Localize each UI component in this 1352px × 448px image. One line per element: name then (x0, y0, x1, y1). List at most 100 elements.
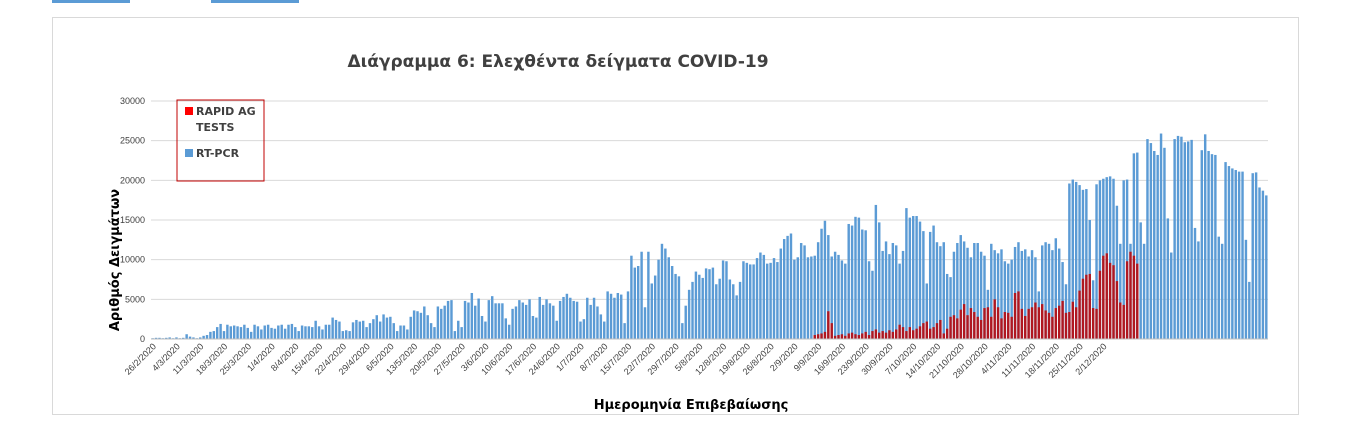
rt-pcr-bar (1020, 250, 1024, 339)
legend-box (176, 99, 265, 182)
rt-pcr-bar (1153, 150, 1156, 339)
rt-pcr-bar (844, 263, 847, 339)
rapid-ag-bar (918, 326, 922, 339)
rt-pcr-bar (548, 303, 552, 339)
rt-pcr-bar (1041, 245, 1044, 339)
rt-pcr-bar (606, 291, 609, 339)
rt-pcr-bar (270, 327, 273, 339)
rapid-ag-bar (1115, 281, 1119, 339)
rt-pcr-bar (545, 299, 548, 339)
rapid-ag-bar (1102, 255, 1105, 339)
rapid-ag-bar (895, 329, 898, 339)
rt-pcr-bar (236, 326, 239, 339)
rt-pcr-bar (613, 297, 616, 339)
rt-pcr-bar (368, 323, 372, 339)
rt-pcr-bar (304, 326, 307, 339)
rapid-ag-bar (840, 334, 844, 339)
rt-pcr-bar (952, 251, 956, 339)
rapid-ag-bar (1047, 312, 1051, 339)
rt-pcr-bar (830, 256, 833, 339)
rt-pcr-bar (915, 216, 918, 339)
rt-pcr-bar (450, 300, 453, 339)
rt-pcr-bar (667, 257, 670, 339)
rt-pcr-bar (779, 248, 783, 339)
rt-pcr-bar (592, 297, 596, 339)
rapid-ag-bar (1061, 300, 1064, 339)
rt-pcr-bar (460, 327, 463, 339)
rt-pcr-bar (399, 325, 402, 339)
legend: RAPID AG TESTS RT-PCR (176, 99, 265, 182)
rapid-ag-bar (1030, 307, 1034, 339)
rt-pcr-bar (1085, 189, 1088, 339)
rt-pcr-bar (891, 243, 895, 339)
rapid-ag-bar (1095, 308, 1098, 339)
rt-pcr-bar (1200, 150, 1204, 339)
top-tab-1[interactable] (52, 0, 130, 3)
rt-pcr-bar (365, 327, 368, 339)
rt-pcr-bar (1139, 222, 1142, 339)
rt-pcr-bar (766, 263, 769, 339)
rt-pcr-bar (881, 250, 884, 339)
rt-pcr-bar (596, 306, 599, 339)
rapid-ag-bar (983, 308, 986, 339)
rt-pcr-bar (962, 241, 966, 339)
rt-pcr-bar (338, 321, 341, 339)
rt-pcr-bar (419, 312, 423, 339)
rt-pcr-bar (586, 297, 589, 339)
rt-pcr-bar (263, 325, 266, 339)
rapid-ag-bar (888, 330, 891, 339)
rapid-ag-bar (905, 331, 908, 339)
rapid-ag-bar (1125, 261, 1129, 339)
rapid-ag-bar (1078, 290, 1081, 339)
rt-pcr-bar (636, 266, 640, 339)
rt-pcr-bar (898, 263, 901, 339)
rapid-ag-bar (1085, 274, 1088, 339)
rapid-ag-bar (939, 319, 942, 339)
rt-pcr-bar (246, 327, 249, 339)
legend-swatch-rtpcr (185, 149, 193, 157)
rt-pcr-bar (684, 305, 687, 339)
rt-pcr-bar (1044, 242, 1047, 339)
rt-pcr-bar (1166, 218, 1170, 339)
y-axis-label: Αριθμός Δειγμάτων (108, 189, 123, 331)
rt-pcr-bar (1265, 195, 1268, 339)
rt-pcr-bar (154, 337, 158, 339)
rt-pcr-bar (317, 326, 321, 339)
rapid-ag-bar (1132, 255, 1136, 339)
rapid-ag-bar (861, 333, 864, 339)
rapid-ag-bar (874, 329, 878, 339)
rt-pcr-bar (793, 259, 796, 339)
top-tab-2[interactable] (211, 0, 299, 3)
rapid-ag-bar (1088, 273, 1091, 339)
rapid-ag-bar (935, 323, 939, 339)
rapid-ag-bar (945, 328, 949, 339)
rapid-ag-bar (884, 332, 888, 339)
rt-pcr-bar (345, 330, 348, 339)
rt-pcr-bar (694, 271, 698, 339)
rapid-ag-bar (844, 335, 847, 339)
rt-pcr-bar (256, 326, 260, 339)
rt-pcr-bar (738, 281, 742, 339)
rt-pcr-bar (436, 306, 440, 339)
rt-pcr-bar (334, 319, 338, 339)
rt-pcr-bar (1108, 176, 1112, 339)
rt-pcr-bar (1125, 179, 1129, 339)
x-tick-labels: 26/2/20204/3/202011/3/202018/3/202025/3/… (123, 341, 1109, 380)
rapid-ag-bar (1057, 305, 1061, 339)
rt-pcr-bar (895, 245, 898, 339)
rt-pcr-bar (1251, 173, 1254, 339)
rt-pcr-bar (443, 305, 446, 339)
rt-pcr-bar (392, 323, 395, 339)
rt-pcr-bar (253, 324, 256, 339)
rapid-ag-bar (1027, 308, 1030, 339)
rapid-ag-bar (1034, 302, 1037, 339)
rt-pcr-bar (1261, 190, 1265, 339)
rt-pcr-bar (199, 337, 202, 339)
rt-pcr-bar (603, 321, 606, 339)
rt-pcr-bar (864, 230, 867, 339)
rapid-ag-bar (932, 327, 935, 339)
rt-pcr-bar (1224, 162, 1227, 339)
gridlines (151, 100, 1268, 340)
rt-pcr-bar (494, 303, 497, 339)
rapid-ag-bar (973, 312, 976, 339)
